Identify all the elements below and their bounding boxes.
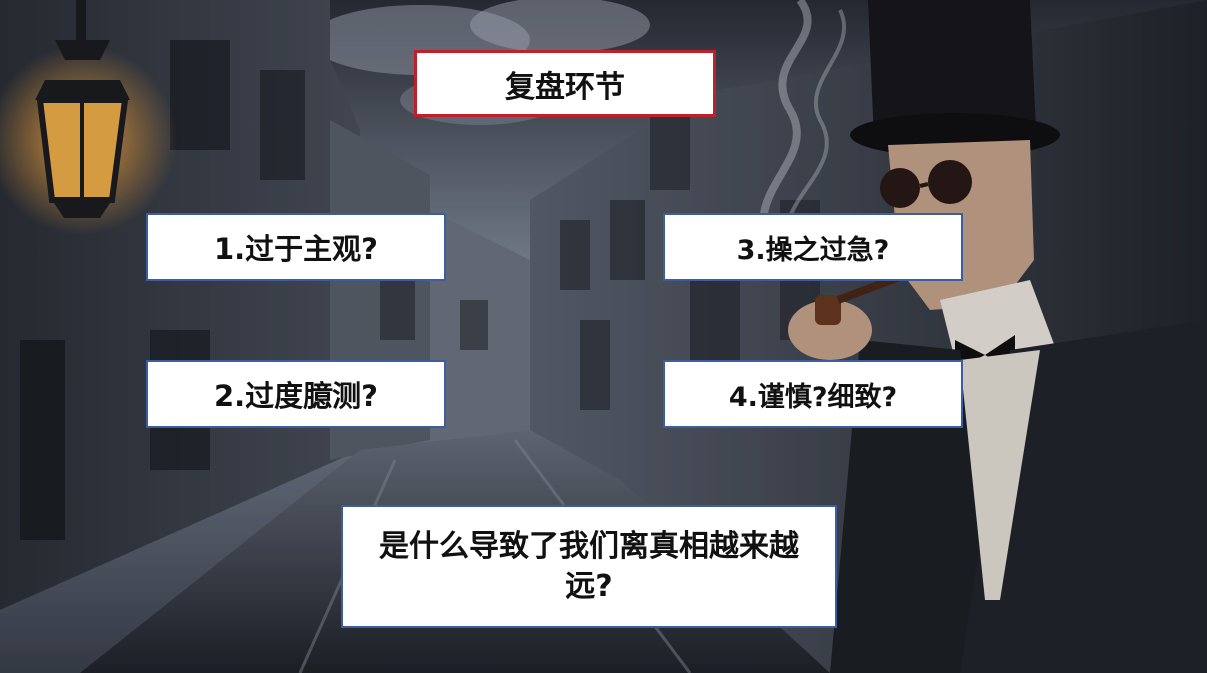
question-box: 是什么导致了我们离真相越来越远? [341, 505, 837, 628]
slide-title: 复盘环节 [505, 69, 625, 105]
item-label-3: 3.操之过急? [736, 234, 890, 266]
item-label-2: 2.过度臆测? [213, 379, 379, 413]
question-text: 是什么导致了我们离真相越来越远? [379, 528, 799, 604]
item-box-4: 4.谨慎?细致? [663, 360, 963, 428]
item-label-1: 1.过于主观? [213, 232, 379, 266]
item-box-2: 2.过度臆测? [146, 360, 446, 428]
slide-title-box: 复盘环节 [414, 50, 716, 117]
street-lamp-icon [0, 0, 177, 235]
item-box-1: 1.过于主观? [146, 213, 446, 281]
item-label-4: 4.谨慎?细致? [728, 381, 898, 413]
item-box-3: 3.操之过急? [663, 213, 963, 281]
detective-figure-icon [788, 0, 1207, 673]
